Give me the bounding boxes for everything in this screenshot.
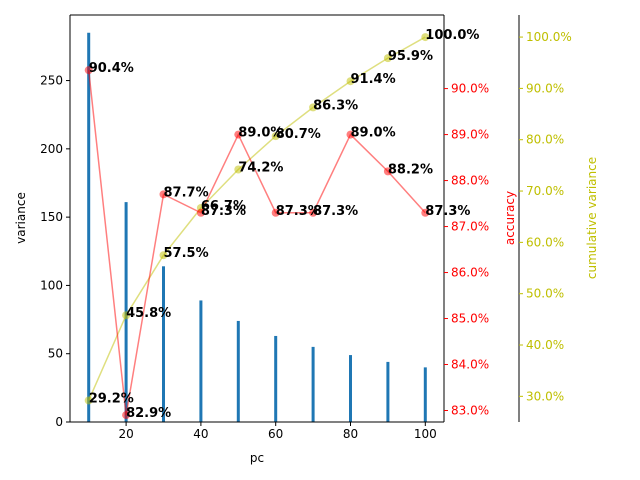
accuracy-point bbox=[159, 190, 168, 199]
cumulative-variance-point bbox=[84, 396, 93, 405]
variance-bar bbox=[236, 320, 240, 422]
accuracy-series bbox=[84, 66, 430, 420]
y-tick-label-cumulative: 90.0% bbox=[526, 81, 564, 95]
variance-bar bbox=[349, 355, 352, 422]
cumulative-variance-label: 95.9% bbox=[388, 49, 433, 64]
cumulative-variance-series bbox=[84, 33, 430, 405]
y-tick-label-cumulative: 50.0% bbox=[526, 287, 564, 301]
y-tick-label-cumulative: 70.0% bbox=[526, 184, 564, 198]
variance-bar bbox=[199, 300, 203, 422]
cumulative-variance-label: 57.5% bbox=[164, 246, 209, 261]
accuracy-label: 87.3% bbox=[201, 204, 246, 219]
accuracy-point bbox=[421, 208, 430, 217]
x-tick-label: 20 bbox=[118, 427, 133, 441]
accuracy-label: 89.0% bbox=[238, 126, 283, 141]
cumulative-variance-point bbox=[346, 77, 355, 86]
accuracy-point bbox=[383, 167, 392, 176]
x-tick-label: 40 bbox=[193, 427, 208, 441]
x-tick-label: 80 bbox=[343, 427, 358, 441]
accuracy-point bbox=[346, 130, 355, 139]
variance-bar bbox=[162, 266, 165, 422]
variance-bar bbox=[423, 367, 427, 422]
cumulative-variance-label: 66.7% bbox=[201, 199, 246, 214]
cumulative-variance-label: 74.2% bbox=[238, 160, 283, 175]
x-tick-label: 100 bbox=[414, 427, 437, 441]
cumulative-variance-point bbox=[383, 54, 392, 63]
cumulative-variance-point bbox=[234, 165, 243, 174]
cumulative-variance-point bbox=[271, 132, 280, 141]
x-tick-label: 60 bbox=[268, 427, 283, 441]
cumulative-variance-label: 86.3% bbox=[313, 98, 358, 113]
accuracy-point bbox=[271, 208, 280, 217]
y-tick-label-left: 200 bbox=[40, 142, 63, 156]
accuracy-label: 89.0% bbox=[351, 126, 396, 141]
y-tick-label-cumulative: 30.0% bbox=[526, 389, 564, 403]
cumulative-variance-line bbox=[88, 36, 426, 401]
y-tick-label-left: 150 bbox=[40, 210, 63, 224]
y-tick-label-accuracy: 89.0% bbox=[451, 128, 489, 142]
accuracy-label: 87.3% bbox=[276, 204, 321, 219]
y-tick-label-accuracy: 83.0% bbox=[451, 404, 489, 418]
accuracy-point bbox=[196, 208, 205, 217]
accuracy-point bbox=[234, 130, 243, 139]
cumulative-variance-label: 91.4% bbox=[351, 72, 396, 87]
y-tick-label-left: 100 bbox=[40, 278, 63, 292]
y-tick-label-cumulative: 80.0% bbox=[526, 133, 564, 147]
y-axis-label-cumulative: cumulative variance bbox=[585, 157, 599, 279]
accuracy-label: 88.2% bbox=[388, 162, 433, 177]
cumulative-variance-point bbox=[421, 33, 430, 42]
cumulative-variance-label: 45.8% bbox=[126, 306, 171, 321]
y-tick-label-left: 50 bbox=[48, 347, 63, 361]
variance-bar bbox=[311, 346, 315, 422]
accuracy-label: 90.4% bbox=[89, 61, 134, 76]
variance-bar bbox=[274, 335, 278, 422]
y-tick-label-cumulative: 100.0% bbox=[526, 30, 572, 44]
data-labels: 29.2% 45.8% 57.5% 66.7% 74.2% 80.7% 86.3% 91.4%… bbox=[89, 28, 480, 421]
accuracy-label: 87.3% bbox=[313, 204, 358, 219]
cumulative-variance-point bbox=[159, 251, 168, 260]
y-tick-label-accuracy: 90.0% bbox=[451, 82, 489, 96]
accuracy-point bbox=[84, 66, 93, 75]
cumulative-variance-point bbox=[309, 103, 318, 112]
y-tick-label-accuracy: 84.0% bbox=[451, 358, 489, 372]
cumulative-variance-label: 29.2% bbox=[89, 391, 134, 406]
x-axis-label: pc bbox=[250, 451, 264, 465]
cumulative-variance-label: 100.0% bbox=[425, 28, 479, 43]
accuracy-label: 82.9% bbox=[126, 406, 171, 421]
cumulative-variance-label: 80.7% bbox=[276, 127, 321, 142]
accuracy-point bbox=[309, 208, 318, 217]
y-tick-label-accuracy: 85.0% bbox=[451, 312, 489, 326]
variance-bar bbox=[386, 361, 390, 422]
y-axis-label-accuracy: accuracy bbox=[503, 191, 517, 245]
y-axis-label-left: variance bbox=[14, 192, 28, 244]
accuracy-point bbox=[122, 411, 131, 420]
cumulative-variance-point bbox=[122, 311, 131, 320]
accuracy-label: 87.3% bbox=[425, 204, 470, 219]
variance-bar bbox=[87, 32, 91, 422]
y-tick-label-left: 250 bbox=[40, 74, 63, 88]
accuracy-label: 87.7% bbox=[164, 185, 209, 200]
variance-bars bbox=[87, 32, 427, 422]
y-tick-label-accuracy: 87.0% bbox=[451, 220, 489, 234]
y-tick-label-cumulative: 40.0% bbox=[526, 338, 564, 352]
y-tick-label-accuracy: 88.0% bbox=[451, 174, 489, 188]
y-tick-label-cumulative: 60.0% bbox=[526, 235, 564, 249]
y-tick-label-left: 0 bbox=[55, 415, 63, 429]
accuracy-line bbox=[87, 70, 426, 416]
axes: 20 40 60 80 100 0 50 100 150 200 250 83.0% 84.0% 85.0… bbox=[40, 14, 572, 441]
y-tick-label-accuracy: 86.0% bbox=[451, 266, 489, 280]
